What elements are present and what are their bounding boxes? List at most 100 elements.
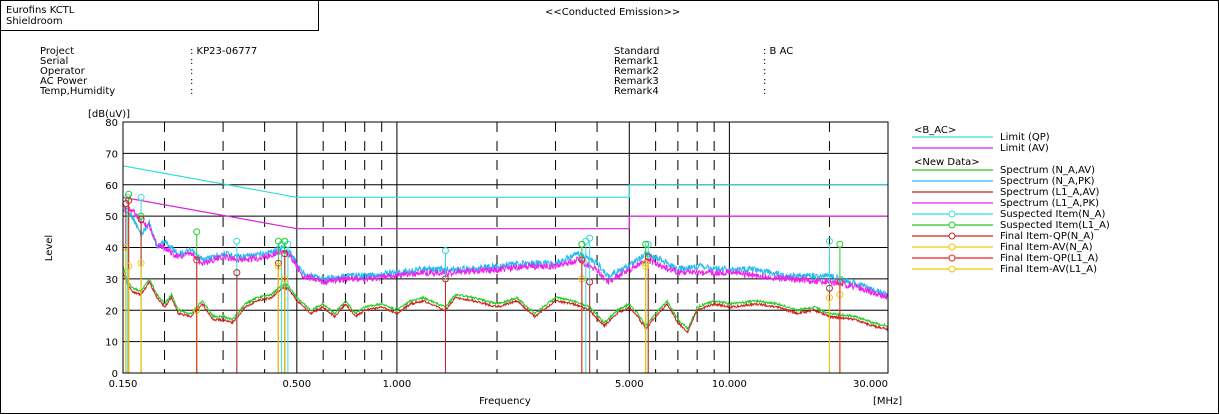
item-marker xyxy=(274,262,282,270)
item-marker xyxy=(125,196,133,204)
y-tick-label: 0 xyxy=(112,369,118,380)
limit-lines xyxy=(122,165,888,230)
item-marker xyxy=(137,193,145,201)
y-tick-label: 10 xyxy=(105,338,118,349)
item-marker xyxy=(586,278,594,286)
spectrum-line xyxy=(122,271,889,334)
legend-swatch-marker xyxy=(948,221,956,229)
x-tick-label: 5.000 xyxy=(615,379,644,390)
info-value-remark1: : xyxy=(763,56,767,67)
info-value-remark3: : xyxy=(763,76,767,87)
item-marker xyxy=(137,212,145,220)
item-marker xyxy=(137,259,145,267)
item-marker xyxy=(281,275,289,283)
legend-swatch-marker xyxy=(948,210,956,218)
info-value-project: : KP23-06777 xyxy=(190,46,258,57)
item-marker xyxy=(193,256,201,264)
legend-item-label: Final Item-QP(L1_A) xyxy=(1000,253,1099,264)
y-unit-label: [dB(uV)] xyxy=(88,109,130,120)
item-marker xyxy=(644,253,652,261)
x-tick-label: 1.000 xyxy=(383,379,412,390)
info-label-remark2: Remark2 xyxy=(614,66,659,77)
info-label-temp-humidity: Temp,Humidity xyxy=(40,86,116,97)
legend-swatch-marker xyxy=(948,254,956,262)
chart-grid xyxy=(123,122,888,373)
legend-swatch-marker xyxy=(948,265,956,273)
info-label-operator: Operator xyxy=(40,66,85,77)
item-marker xyxy=(578,240,586,248)
legend-swatch-marker xyxy=(948,232,956,240)
item-marker xyxy=(233,269,241,277)
item-marker xyxy=(642,259,650,267)
item-marker xyxy=(281,237,289,245)
info-value-serial: : xyxy=(190,56,194,67)
room-name: Shieldroom xyxy=(6,16,63,27)
item-marker xyxy=(825,294,833,302)
legend-item-label: Final Item-AV(L1_A) xyxy=(1000,264,1097,275)
item-marker xyxy=(281,250,289,258)
item-markers xyxy=(122,190,844,373)
plot-border xyxy=(122,121,889,374)
info-value-temp-humidity: : xyxy=(190,86,194,97)
item-marker xyxy=(137,215,145,223)
item-marker xyxy=(125,262,133,270)
item-marker xyxy=(124,193,132,201)
y-tick-label: 30 xyxy=(105,275,118,286)
info-value-remark2: : xyxy=(763,66,767,77)
item-marker xyxy=(193,228,201,236)
spectrum-line xyxy=(122,203,889,300)
info-value-standard: : B AC xyxy=(763,46,794,57)
legend-item-label: Spectrum (L1_A,PK) xyxy=(1000,198,1099,209)
legend-swatch-marker xyxy=(948,243,956,251)
legend-item-label: Suspected Item(L1_A) xyxy=(1000,220,1110,231)
legend-item-label: Spectrum (N_A,AV) xyxy=(1000,165,1095,176)
item-marker xyxy=(836,240,844,248)
info-label-remark4: Remark4 xyxy=(614,86,659,97)
legend-item-label: Final Item-AV(N_A) xyxy=(1000,242,1093,253)
item-marker xyxy=(642,262,650,270)
chart-legend: <B_AC> <New Data> Limit (QP)Limit (AV) Spec… xyxy=(912,125,1110,275)
info-value-ac-power: : xyxy=(190,76,194,87)
legend-item-label: Final Item-QP(N_A) xyxy=(1000,231,1094,242)
info-value-operator: : xyxy=(190,66,194,77)
item-marker xyxy=(836,278,844,286)
item-marker xyxy=(582,237,590,245)
spectrum-line xyxy=(122,207,889,298)
spectrum-lines xyxy=(122,203,889,334)
limit-qp-line xyxy=(122,165,888,198)
company-box: Eurofins KCTL Shieldroom xyxy=(0,0,319,31)
x-axis-label: Frequency xyxy=(479,396,531,407)
legend-item-label: Limit (QP) xyxy=(1000,132,1050,143)
legend-item-label: Limit (AV) xyxy=(1000,143,1049,154)
x-tick-label: 30.000 xyxy=(853,379,888,390)
y-tick-label: 50 xyxy=(105,212,118,223)
item-marker xyxy=(233,237,241,245)
legend-item-label: Suspected Item(N_A) xyxy=(1000,209,1105,220)
item-marker xyxy=(644,240,652,248)
item-marker xyxy=(578,256,586,264)
info-label-remark1: Remark1 xyxy=(614,56,659,67)
legend-item-label: Spectrum (N_A,PK) xyxy=(1000,176,1095,187)
y-tick-label: 70 xyxy=(105,149,118,160)
y-tick-label: 80 xyxy=(105,118,118,129)
info-label-serial: Serial xyxy=(40,56,69,67)
info-label-project: Project xyxy=(40,46,75,57)
x-tick-label: 0.500 xyxy=(283,379,312,390)
y-tick-label: 40 xyxy=(105,244,118,255)
limit-av-line xyxy=(122,196,888,230)
info-label-standard: Standard xyxy=(614,46,660,57)
item-marker xyxy=(825,237,833,245)
legend-group-new-data: <New Data> xyxy=(914,157,980,168)
y-axis-label: Level xyxy=(44,235,55,261)
item-marker xyxy=(441,247,449,255)
legend-item-label: Spectrum (L1_A,AV) xyxy=(1000,187,1100,198)
item-marker xyxy=(825,284,833,292)
item-marker xyxy=(274,259,282,267)
x-unit-label: [MHz] xyxy=(873,396,902,407)
item-marker xyxy=(642,240,650,248)
x-tick-label: 0.150 xyxy=(109,379,138,390)
legend-group-standard: <B_AC> xyxy=(914,125,956,136)
info-value-remark4: : xyxy=(763,86,767,97)
spectrum-line xyxy=(122,265,889,331)
y-tick-label: 20 xyxy=(105,306,118,317)
